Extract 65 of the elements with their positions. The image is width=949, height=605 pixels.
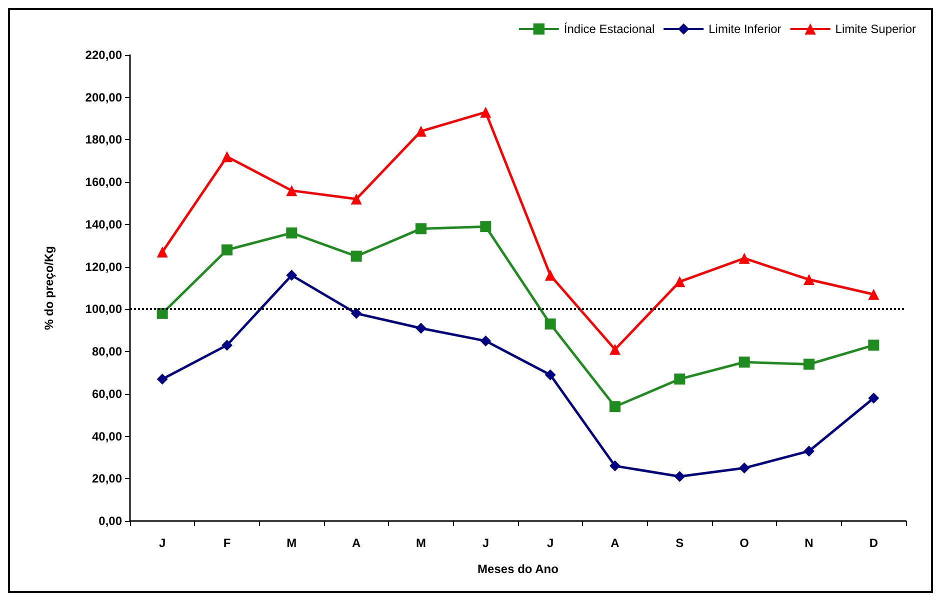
y-tick-label: 160,00 <box>85 175 122 190</box>
point <box>544 318 556 330</box>
y-tick-label: 40,00 <box>92 429 122 444</box>
point <box>156 246 168 258</box>
point <box>738 252 750 264</box>
point <box>480 106 492 118</box>
x-tick-label: A <box>352 536 361 550</box>
point <box>416 223 426 234</box>
legend-label: Limite Superior <box>835 22 916 36</box>
y-tick-label: 80,00 <box>92 344 122 359</box>
y-tick-label: 0,00 <box>98 514 122 528</box>
y-axis-title: % do preço/Kg <box>42 246 56 330</box>
point <box>286 227 298 238</box>
point <box>350 250 362 262</box>
point <box>610 401 620 412</box>
x-axis-title: Meses do Ano <box>478 562 558 576</box>
point <box>610 460 620 472</box>
point <box>674 374 686 385</box>
legend-label: Limite Inferior <box>708 22 782 36</box>
point <box>544 270 556 281</box>
point <box>674 471 686 482</box>
point <box>544 369 556 380</box>
point <box>286 270 298 281</box>
x-tick-label: M <box>286 536 297 550</box>
point <box>738 356 750 368</box>
point <box>416 322 426 334</box>
legend-label: Índice Estacional <box>564 22 655 36</box>
point <box>416 126 426 137</box>
x-tick-label: N <box>804 536 814 550</box>
x-tick-label: M <box>416 536 426 550</box>
x-tick-label: J <box>482 536 490 550</box>
point <box>156 374 168 385</box>
point <box>222 340 232 351</box>
point <box>738 462 750 474</box>
point <box>804 274 814 286</box>
point <box>480 335 492 346</box>
point <box>610 344 620 355</box>
point <box>222 151 232 162</box>
point <box>868 392 880 404</box>
x-tick-label: J <box>158 536 166 550</box>
point <box>804 446 814 457</box>
y-tick-label: 180,00 <box>85 132 122 147</box>
y-tick-label: 100,00 <box>85 302 122 316</box>
point <box>674 276 686 288</box>
y-tick-label: 60,00 <box>92 386 122 401</box>
x-tick-label: F <box>223 536 231 550</box>
x-tick-label: O <box>740 536 750 550</box>
y-tick-label: 120,00 <box>85 260 122 274</box>
point <box>350 194 362 205</box>
point <box>350 308 362 319</box>
point <box>222 244 232 256</box>
y-tick-label: 200,00 <box>85 90 122 104</box>
y-tick-label: 220,00 <box>85 48 122 62</box>
x-tick-label: A <box>610 536 620 550</box>
point <box>480 221 492 232</box>
point <box>286 185 298 196</box>
point <box>868 340 880 351</box>
point <box>156 308 168 319</box>
y-tick-label: 20,00 <box>92 472 122 486</box>
point <box>868 288 880 300</box>
x-tick-label: S <box>676 536 684 550</box>
x-tick-label: J <box>546 536 554 550</box>
point <box>804 358 814 370</box>
y-tick-label: 140,00 <box>85 217 122 232</box>
x-tick-label: D <box>869 536 878 550</box>
